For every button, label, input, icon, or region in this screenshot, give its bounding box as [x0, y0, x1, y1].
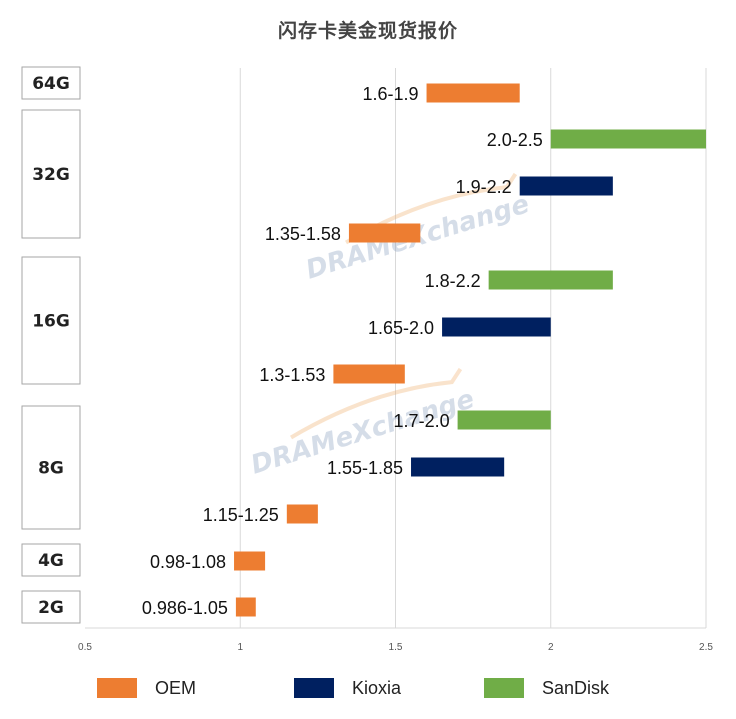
capacity-box	[21, 66, 81, 100]
capacity-box	[21, 405, 81, 530]
legend-label-kioxia: Kioxia	[352, 677, 402, 698]
legend-swatch-kioxia	[294, 678, 334, 698]
legend-item-kioxia: Kioxia	[294, 676, 401, 700]
x-tick-label: 2.5	[699, 642, 713, 653]
capacity-box	[21, 590, 81, 624]
capacity-box	[21, 543, 81, 577]
range-bar-sandisk	[550, 129, 706, 149]
x-tick-label: 0.5	[78, 642, 92, 653]
x-tick-label: 1.5	[389, 642, 403, 653]
data-label: 2.0-2.5	[487, 130, 543, 150]
range-bar-sandisk	[488, 270, 613, 290]
legend-swatch-oem	[97, 678, 137, 698]
range-bar-kioxia	[519, 176, 613, 196]
legend-swatch-sandisk	[484, 678, 524, 698]
legend-label-sandisk: SanDisk	[542, 677, 610, 698]
capacity-label: 2G	[38, 598, 64, 618]
range-bar-kioxia	[442, 317, 551, 337]
range-bar-oem	[348, 223, 421, 243]
range-bar-oem	[333, 364, 405, 384]
range-bar-oem	[235, 597, 256, 617]
legend-item-oem: OEM	[97, 676, 196, 700]
capacity-label: 8G	[38, 459, 64, 479]
data-label: 1.55-1.85	[327, 458, 403, 478]
capacity-label: 4G	[38, 551, 64, 571]
legend-label-oem: OEM	[155, 677, 197, 698]
capacity-box	[21, 109, 81, 239]
chart-title: 闪存卡美金现货报价	[277, 20, 458, 42]
capacity-box	[21, 256, 81, 385]
data-label: 0.986-1.05	[142, 598, 228, 618]
data-label: 1.15-1.25	[203, 505, 279, 525]
range-bar-oem	[234, 551, 266, 571]
data-label: 1.6-1.9	[363, 84, 419, 104]
range-bar-oem	[426, 83, 520, 103]
data-label: 1.9-2.2	[456, 177, 512, 197]
data-label: 1.8-2.2	[425, 271, 481, 291]
range-bar-kioxia	[411, 457, 505, 477]
data-label: 0.98-1.08	[150, 552, 226, 572]
data-label: 1.35-1.58	[265, 224, 341, 244]
x-tick-label: 2	[548, 642, 554, 653]
x-tick-label: 1	[237, 642, 243, 653]
range-bar-oem	[286, 504, 318, 524]
capacity-label: 32G	[32, 165, 70, 185]
capacity-label: 16G	[32, 312, 70, 332]
capacity-label: 64G	[32, 74, 70, 94]
data-label: 1.7-2.0	[394, 411, 450, 431]
data-label: 1.65-2.0	[368, 318, 434, 338]
data-label: 1.3-1.53	[259, 365, 325, 385]
range-bar-sandisk	[457, 410, 551, 430]
watermark-swoosh	[290, 367, 463, 440]
legend-item-sandisk: SanDisk	[484, 676, 609, 700]
